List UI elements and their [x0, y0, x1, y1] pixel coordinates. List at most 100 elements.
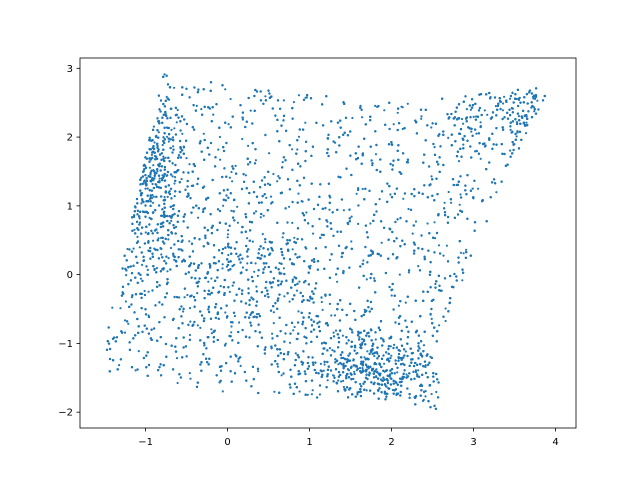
scatter-point — [330, 314, 333, 317]
scatter-point — [294, 352, 297, 355]
scatter-point — [189, 320, 192, 323]
scatter-point — [536, 99, 539, 102]
scatter-point — [305, 96, 308, 99]
scatter-point — [434, 237, 437, 240]
scatter-point — [393, 343, 396, 346]
scatter-point — [390, 354, 393, 357]
scatter-point — [334, 329, 338, 332]
scatter-point — [426, 222, 429, 225]
scatter-point — [342, 209, 345, 212]
scatter-point — [167, 238, 170, 241]
scatter-point — [371, 164, 374, 167]
scatter-point — [328, 302, 331, 305]
scatter-point — [298, 280, 301, 283]
scatter-point — [430, 317, 433, 320]
scatter-point — [138, 221, 142, 224]
scatter-point — [411, 232, 414, 235]
scatter-point — [219, 158, 222, 161]
scatter-point — [450, 201, 453, 204]
scatter-point — [509, 128, 512, 131]
scatter-point — [378, 198, 381, 201]
scatter-point — [230, 331, 233, 334]
scatter-point — [150, 153, 153, 156]
scatter-point — [281, 236, 284, 239]
scatter-point — [333, 314, 337, 317]
scatter-point — [359, 382, 362, 386]
scatter-point — [331, 349, 334, 352]
scatter-point — [334, 141, 337, 144]
scatter-point — [297, 192, 300, 195]
scatter-point — [420, 117, 423, 120]
scatter-point — [182, 310, 185, 313]
scatter-point — [175, 121, 178, 124]
scatter-point — [352, 377, 355, 380]
scatter-point — [319, 362, 322, 365]
scatter-point — [167, 140, 170, 143]
scatter-point — [366, 350, 369, 353]
scatter-point — [272, 322, 275, 325]
scatter-point — [147, 290, 150, 293]
scatter-point — [230, 170, 233, 174]
scatter-point — [180, 178, 183, 181]
scatter-point — [144, 187, 147, 190]
scatter-point — [336, 280, 339, 283]
scatter-point — [422, 398, 425, 401]
scatter-point — [152, 201, 155, 204]
scatter-point — [407, 207, 410, 211]
scatter-point — [181, 132, 184, 135]
scatter-point — [269, 195, 273, 198]
scatter-point — [350, 240, 353, 243]
scatter-point — [357, 222, 360, 225]
scatter-point — [291, 280, 294, 284]
scatter-point — [462, 252, 465, 255]
scatter-point — [445, 244, 448, 247]
scatter-point — [111, 306, 114, 309]
scatter-point — [328, 347, 331, 350]
scatter-point — [361, 187, 364, 191]
scatter-point — [305, 211, 308, 214]
scatter-point — [396, 371, 399, 374]
scatter-point — [133, 228, 136, 231]
scatter-point — [173, 182, 176, 185]
scatter-point — [272, 172, 275, 176]
scatter-point — [276, 365, 279, 368]
scatter-point — [236, 221, 239, 224]
scatter-point — [254, 210, 258, 213]
scatter-point — [157, 131, 160, 134]
scatter-point — [351, 116, 354, 120]
scatter-point — [144, 231, 147, 234]
scatter-point — [328, 258, 331, 261]
scatter-point — [233, 314, 236, 318]
scatter-point — [257, 370, 260, 373]
scatter-point — [224, 88, 227, 91]
scatter-point — [273, 390, 276, 393]
scatter-point — [148, 166, 151, 169]
scatter-point — [210, 328, 213, 331]
scatter-point — [226, 236, 229, 239]
scatter-point — [407, 271, 410, 274]
scatter-point — [532, 106, 536, 109]
scatter-point — [383, 362, 386, 365]
scatter-point — [221, 267, 224, 270]
scatter-point — [442, 254, 445, 257]
scatter-point — [404, 301, 407, 304]
scatter-point — [118, 364, 121, 367]
scatter-point — [119, 307, 122, 310]
scatter-point — [170, 128, 173, 131]
scatter-point — [123, 331, 127, 334]
scatter-point — [332, 374, 335, 377]
scatter-point — [259, 216, 262, 219]
scatter-point — [255, 313, 259, 316]
scatter-point — [424, 395, 427, 398]
scatter-point — [222, 204, 225, 207]
scatter-point — [241, 118, 244, 121]
scatter-point — [166, 270, 169, 273]
scatter-point — [328, 208, 331, 211]
scatter-point — [230, 209, 233, 212]
scatter-point — [176, 108, 179, 112]
scatter-point — [172, 145, 175, 148]
scatter-point — [264, 95, 267, 98]
scatter-point — [430, 126, 433, 129]
scatter-point — [227, 123, 230, 126]
